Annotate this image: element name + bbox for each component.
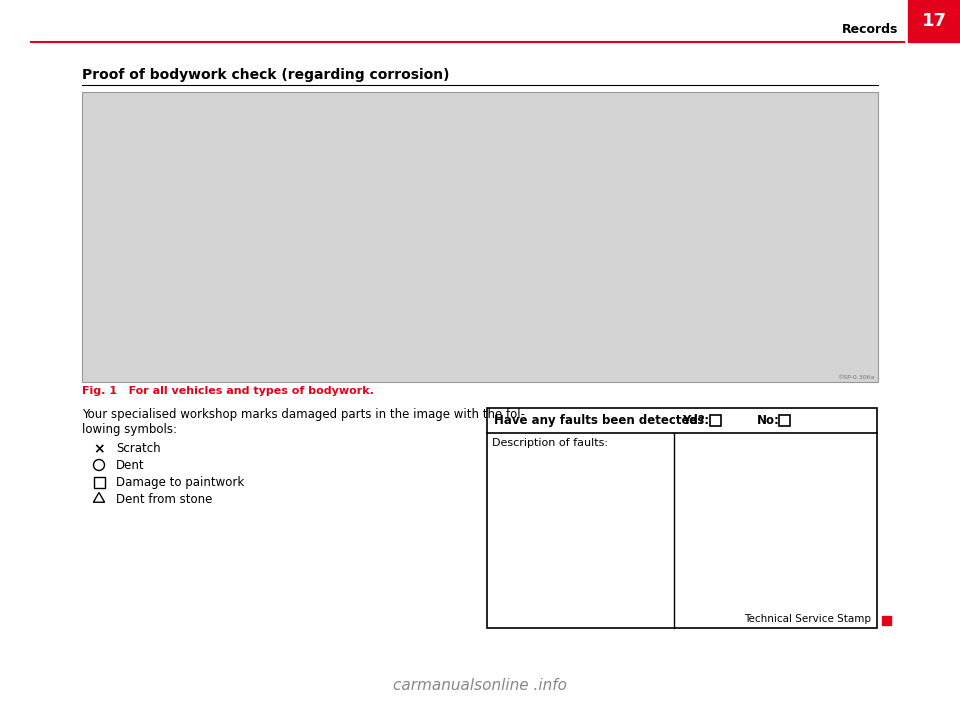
- Text: lowing symbols:: lowing symbols:: [82, 423, 177, 436]
- Text: No:: No:: [757, 414, 780, 427]
- Text: Yes:: Yes:: [682, 414, 709, 427]
- Bar: [882, 616, 891, 625]
- Text: Technical Service Stamp: Technical Service Stamp: [744, 614, 871, 624]
- Text: carmanualsonline .info: carmanualsonline .info: [393, 677, 567, 693]
- Text: Fig. 1   For all vehicles and types of bodywork.: Fig. 1 For all vehicles and types of bod…: [82, 386, 373, 396]
- Text: ×: ×: [93, 442, 105, 456]
- Text: Dent from stone: Dent from stone: [116, 493, 212, 506]
- Text: Scratch: Scratch: [116, 442, 160, 455]
- Text: Proof of bodywork check (regarding corrosion): Proof of bodywork check (regarding corro…: [82, 68, 449, 82]
- Text: Have any faults been detected?: Have any faults been detected?: [494, 414, 705, 427]
- Text: Description of faults:: Description of faults:: [492, 438, 608, 448]
- Bar: [779, 415, 790, 426]
- Text: Your specialised workshop marks damaged parts in the image with the fol-: Your specialised workshop marks damaged …: [82, 408, 525, 421]
- Text: Records: Records: [842, 23, 898, 36]
- Text: Dent: Dent: [116, 459, 145, 472]
- Bar: [82, 92, 878, 382]
- Bar: [710, 415, 721, 426]
- Bar: [93, 477, 105, 488]
- Bar: [908, 0, 960, 42]
- Bar: [487, 408, 877, 628]
- Text: Damage to paintwork: Damage to paintwork: [116, 476, 244, 489]
- Text: ©SP-0.306a: ©SP-0.306a: [836, 375, 874, 380]
- Text: 17: 17: [922, 12, 947, 30]
